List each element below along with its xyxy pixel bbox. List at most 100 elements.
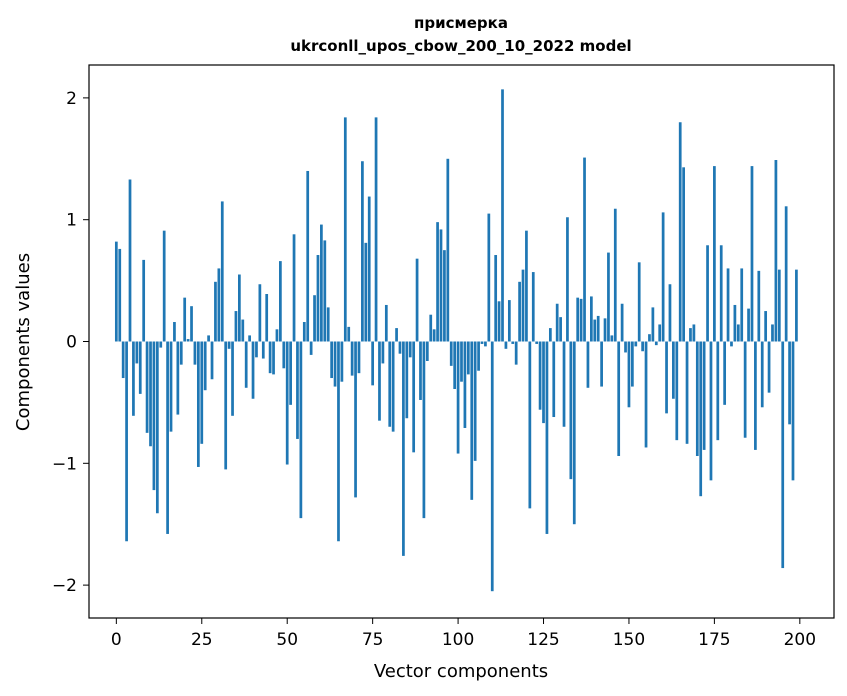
bar-199 xyxy=(795,269,798,342)
bar-154 xyxy=(641,341,644,352)
bar-163 xyxy=(672,341,675,399)
bar-18 xyxy=(176,341,180,415)
bar-4 xyxy=(128,179,132,342)
y-tick-label-0: −2 xyxy=(52,576,77,596)
bar-23 xyxy=(193,341,197,365)
bar-156 xyxy=(648,334,651,342)
bar-38 xyxy=(244,341,248,388)
bar-100 xyxy=(456,341,460,454)
bar-53 xyxy=(296,341,299,439)
bar-7 xyxy=(138,341,142,394)
bar-164 xyxy=(675,341,679,441)
x-axis-ticks: 0 25 50 75 100 125 150 175 200 xyxy=(111,618,816,650)
bars-group xyxy=(114,89,798,592)
bar-193 xyxy=(774,160,778,342)
bar-1 xyxy=(118,248,122,342)
bar-146 xyxy=(613,208,617,342)
bar-172 xyxy=(702,341,706,450)
bar-128 xyxy=(552,341,556,418)
bar-125 xyxy=(542,341,545,424)
bar-147 xyxy=(617,341,621,456)
bar-114 xyxy=(504,341,508,349)
bar-105 xyxy=(473,341,477,461)
bar-182 xyxy=(736,324,740,342)
bar-29 xyxy=(214,281,217,342)
bar-85 xyxy=(405,341,409,419)
bar-63 xyxy=(330,341,333,379)
bar-36 xyxy=(238,274,241,342)
bar-14 xyxy=(162,230,166,342)
bar-189 xyxy=(760,341,764,408)
bar-151 xyxy=(631,341,634,387)
bar-107 xyxy=(480,341,484,344)
bar-133 xyxy=(569,341,573,480)
chart-title-line2: ukrconll_upos_cbow_200_10_2022 model xyxy=(290,37,631,55)
bar-90 xyxy=(422,341,426,519)
bar-51 xyxy=(289,341,292,405)
bar-168 xyxy=(689,328,692,342)
bar-109 xyxy=(487,213,491,342)
bar-76 xyxy=(374,117,378,342)
bar-50 xyxy=(285,341,289,465)
bar-140 xyxy=(593,319,597,342)
bar-196 xyxy=(784,206,788,342)
bar-174 xyxy=(709,341,713,481)
y-tick-label-1: −1 xyxy=(52,454,77,474)
bar-120 xyxy=(525,230,528,342)
bar-58 xyxy=(313,295,316,342)
bar-2 xyxy=(121,341,125,379)
bar-175 xyxy=(713,166,716,342)
bar-112 xyxy=(497,301,501,342)
bar-115 xyxy=(507,300,511,342)
bar-33 xyxy=(227,341,231,349)
bar-116 xyxy=(511,341,515,344)
bar-127 xyxy=(548,328,552,342)
bar-197 xyxy=(788,341,791,425)
bar-41 xyxy=(255,341,258,358)
bar-70 xyxy=(354,341,357,498)
bar-117 xyxy=(514,341,518,365)
bar-88 xyxy=(415,258,419,342)
bar-5 xyxy=(132,341,135,416)
bar-104 xyxy=(470,341,474,500)
bar-126 xyxy=(545,341,549,534)
bar-67 xyxy=(343,117,347,342)
bar-139 xyxy=(590,296,593,342)
bar-177 xyxy=(719,245,723,342)
bar-171 xyxy=(699,341,703,497)
bar-59 xyxy=(316,255,320,342)
bar-80 xyxy=(388,341,392,427)
bar-82 xyxy=(395,328,398,342)
bar-121 xyxy=(528,341,532,509)
bar-152 xyxy=(634,341,638,347)
x-tick-label-8: 200 xyxy=(784,630,816,650)
bar-132 xyxy=(566,217,569,342)
bar-17 xyxy=(173,322,176,342)
y-axis-label: Components values xyxy=(13,253,34,431)
bar-46 xyxy=(272,341,275,375)
bar-77 xyxy=(378,341,381,421)
bar-198 xyxy=(791,341,795,481)
bar-111 xyxy=(494,255,498,342)
bar-69 xyxy=(350,341,354,376)
bar-13 xyxy=(159,341,163,348)
bar-180 xyxy=(730,341,733,347)
bar-95 xyxy=(439,229,443,342)
bar-143 xyxy=(603,318,607,342)
bar-129 xyxy=(555,303,559,342)
bar-87 xyxy=(412,341,416,453)
bar-52 xyxy=(292,234,296,342)
bar-45 xyxy=(268,341,272,374)
bar-195 xyxy=(781,341,785,569)
bar-96 xyxy=(443,250,446,342)
plot-frame xyxy=(88,64,835,619)
bar-160 xyxy=(661,212,665,342)
bar-44 xyxy=(265,294,269,342)
bar-40 xyxy=(251,341,255,399)
bar-194 xyxy=(777,269,781,342)
bar-170 xyxy=(695,341,699,456)
y-tick-label-2: 0 xyxy=(66,333,77,353)
bar-165 xyxy=(678,122,682,342)
bar-21 xyxy=(186,339,190,342)
bar-148 xyxy=(620,303,624,342)
